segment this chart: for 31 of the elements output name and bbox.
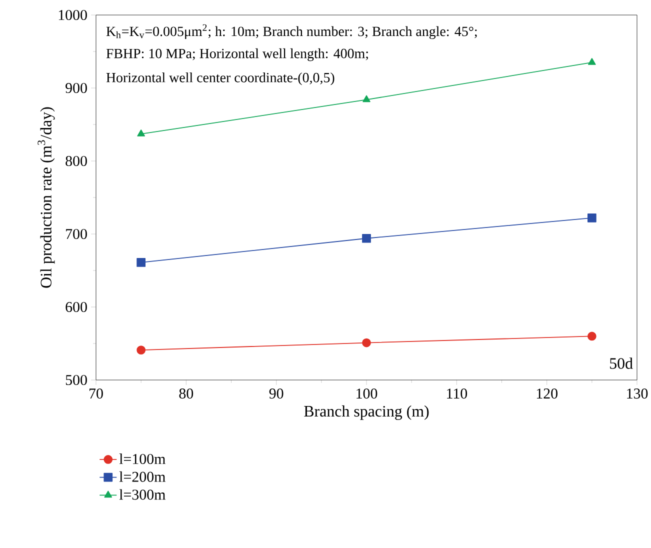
annotation: Horizontal well center coordinate-(0,0,5) — [106, 72, 334, 86]
point — [362, 95, 370, 102]
y-tick-label: 500 — [66, 374, 87, 386]
annotation: FBHP: 10 MPa; Horizontal well length: 400m; — [106, 48, 368, 62]
annotation: K$_{h}$=K$_{v}$=0.005μm$^{2}$; h: 10m; Branch number: 3; Branch angle: 45°; — [106, 24, 477, 40]
legend-label: l=200m — [119, 471, 166, 482]
point — [587, 332, 596, 341]
x-tick-label: 90 — [269, 388, 284, 399]
y-tick-label: 900 — [66, 82, 87, 94]
point — [362, 338, 371, 348]
y-tick-label: 1000 — [58, 10, 87, 20]
x-tick-label: 130 — [627, 388, 648, 399]
x-tick-label: 120 — [536, 388, 558, 399]
y-tick-label: 800 — [66, 156, 87, 166]
point — [362, 234, 371, 243]
legend-label: l=300m — [119, 489, 166, 500]
point — [137, 130, 145, 136]
x-tick-label: 70 — [90, 388, 103, 399]
annotation: 50d — [610, 358, 633, 369]
point — [588, 58, 596, 65]
x-axis-title: Branch spacing (m) — [304, 405, 429, 420]
x-tick-label: 100 — [356, 388, 378, 399]
y-axis-title: Oil production rate (m$^{3}$/day) — [38, 107, 55, 288]
y-tick-label: 700 — [66, 228, 87, 240]
y-tick-label: 600 — [66, 302, 87, 312]
x-tick-label: 80 — [179, 388, 194, 399]
point — [136, 346, 146, 355]
legend-label: l=100m — [119, 454, 166, 464]
point — [587, 214, 596, 222]
point — [136, 258, 146, 267]
x-tick-label: 110 — [447, 388, 468, 399]
